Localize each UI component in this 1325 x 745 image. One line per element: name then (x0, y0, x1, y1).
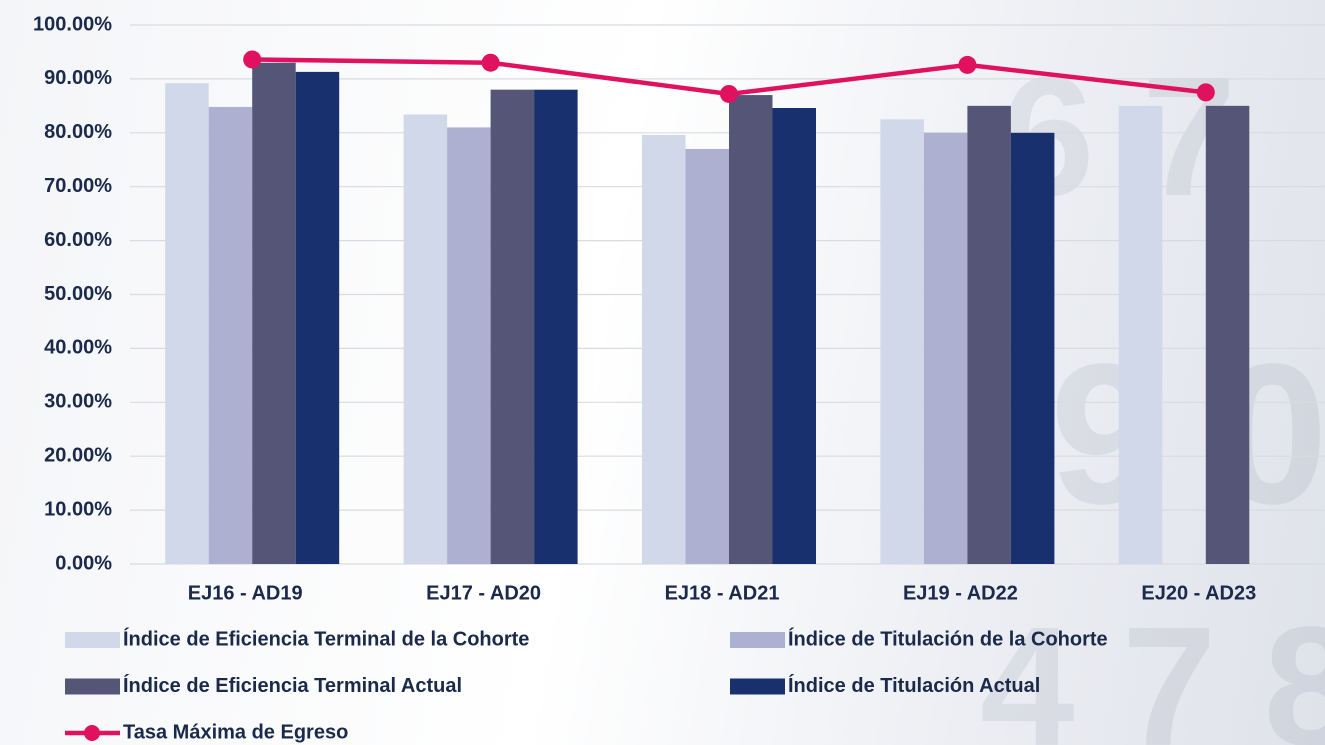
legend-label: Tasa Máxima de Egreso (123, 721, 348, 743)
bar (923, 132, 968, 565)
line-marker (720, 84, 738, 103)
y-tick-label: 60.00% (44, 229, 112, 251)
x-tick-label: EJ18 - AD21 (665, 582, 780, 604)
bar (490, 89, 535, 565)
bar (1010, 132, 1055, 565)
y-tick-label: 100.00% (33, 13, 112, 35)
y-tick-label: 40.00% (44, 337, 112, 359)
bar (642, 134, 686, 564)
bar (729, 95, 773, 564)
legend-label: Índice de Eficiencia Terminal Actual (123, 674, 462, 697)
line-marker (958, 55, 977, 74)
bar (772, 108, 816, 565)
y-tick-label: 50.00% (44, 283, 112, 305)
x-tick-label: EJ20 - AD23 (1141, 582, 1256, 604)
bar (534, 89, 578, 565)
legend-swatch (730, 632, 785, 648)
svg-text:4 7 8: 4 7 8 (980, 592, 1325, 745)
legend-swatch (65, 678, 120, 695)
y-tick-label: 90.00% (44, 67, 112, 89)
svg-text:9 0: 9 0 (1050, 323, 1325, 546)
bar (295, 71, 340, 564)
background-decoration: 6 7 9 0 4 7 8 (980, 42, 1325, 745)
bar (1118, 105, 1163, 564)
line-marker (481, 53, 500, 72)
y-tick-label: 70.00% (44, 175, 112, 197)
x-tick-label: EJ19 - AD22 (903, 582, 1018, 604)
bar (252, 62, 296, 564)
legend-swatch (65, 632, 120, 648)
x-tick-label: EJ17 - AD20 (426, 582, 541, 604)
legend-label: Índice de Eficiencia Terminal de la Coho… (123, 627, 529, 650)
bar (1205, 105, 1250, 564)
bar (208, 106, 253, 564)
y-tick-label: 10.00% (44, 498, 112, 520)
y-tick-label: 80.00% (44, 121, 112, 143)
legend-marker (84, 725, 100, 741)
line-marker (1196, 83, 1215, 102)
line-marker (243, 50, 262, 69)
x-tick-label: EJ16 - AD19 (188, 582, 303, 604)
legend-swatch (730, 678, 785, 695)
y-tick-label: 30.00% (44, 391, 112, 413)
y-tick-label: 20.00% (44, 444, 112, 466)
bar (447, 127, 491, 564)
y-tick-label: 0.00% (55, 552, 112, 574)
bar (685, 148, 729, 564)
legend-label: Índice de Titulación Actual (788, 674, 1040, 697)
bar (880, 119, 924, 564)
bar (403, 114, 448, 564)
bar (165, 83, 209, 564)
bar (967, 105, 1011, 564)
legend-label: Índice de Titulación de la Cohorte (788, 627, 1108, 650)
